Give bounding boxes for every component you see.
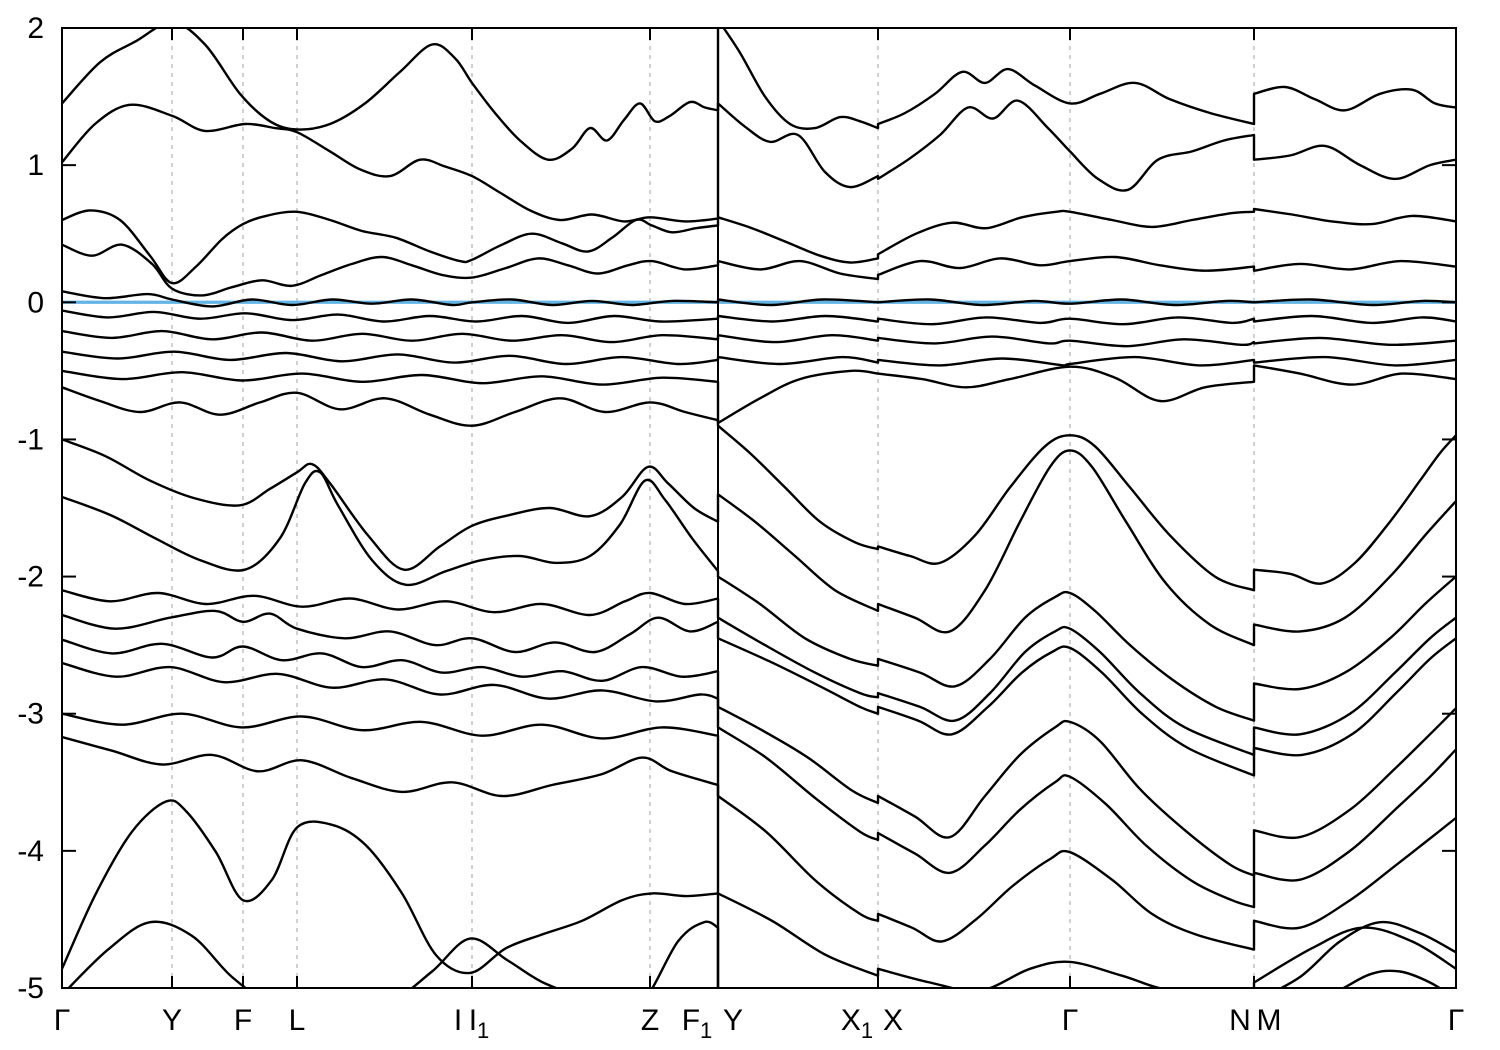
y-axis-tick-label: -5 bbox=[17, 972, 44, 1005]
band-curve bbox=[62, 712, 1456, 951]
y-axis-tick-label: -2 bbox=[17, 561, 44, 594]
kpoint-label: Γ bbox=[1062, 1004, 1079, 1037]
plot-border bbox=[61, 27, 1457, 989]
kpoint-label-subscript: 1 bbox=[700, 1018, 712, 1043]
band-curve bbox=[62, 386, 1456, 592]
band-curve bbox=[62, 735, 1456, 988]
kpoint-label: I bbox=[454, 1004, 462, 1037]
y-axis-tick-label: 1 bbox=[27, 149, 44, 182]
y-axis-tick-label: -1 bbox=[17, 423, 44, 456]
band-curve bbox=[62, 661, 1456, 909]
kpoint-label: X bbox=[883, 1004, 903, 1037]
kpoint-label: N bbox=[1229, 1004, 1251, 1037]
band-curve bbox=[62, 609, 1456, 777]
band-curve bbox=[62, 309, 1456, 326]
band-curve bbox=[62, 207, 1456, 285]
kpoint-label: F bbox=[234, 1004, 252, 1037]
kpoint-label-subscript: 1 bbox=[477, 1018, 489, 1043]
kpoint-label: Z bbox=[641, 1004, 659, 1037]
bands-group bbox=[62, 28, 1456, 988]
band-curve bbox=[62, 290, 1456, 308]
kpoint-label: Γ bbox=[54, 1004, 71, 1037]
y-axis-tick-label: 2 bbox=[27, 12, 44, 45]
kpoint-label: F1 bbox=[682, 1004, 713, 1043]
band-curve bbox=[67, 920, 1442, 988]
kpoint-label: Y bbox=[723, 1004, 743, 1037]
kpoint-label: L bbox=[289, 1004, 306, 1037]
band-curve bbox=[62, 589, 1456, 757]
kpoint-label: X1 bbox=[841, 1004, 873, 1043]
band-curve bbox=[62, 28, 1456, 162]
kpoint-label: Y bbox=[162, 1004, 182, 1037]
band-curve bbox=[62, 243, 1456, 297]
kpoint-label: Γ bbox=[1448, 1004, 1465, 1037]
kpoint-label: I1 bbox=[469, 1004, 490, 1043]
band-curve bbox=[62, 799, 1456, 988]
band-curve bbox=[62, 469, 1456, 722]
band-curve bbox=[62, 329, 1456, 348]
kpoint-label-subscript: 1 bbox=[861, 1018, 873, 1043]
y-axis-tick-label: -4 bbox=[17, 835, 44, 868]
y-axis-tick-label: 0 bbox=[27, 286, 44, 319]
kpoint-label: M bbox=[1257, 1004, 1282, 1037]
band-curve bbox=[62, 438, 1456, 647]
band-curve bbox=[62, 350, 1456, 367]
band-curve bbox=[62, 99, 1456, 223]
band-curve bbox=[62, 638, 1456, 877]
band-curve bbox=[62, 364, 1456, 425]
y-axis-tick-label: -3 bbox=[17, 698, 44, 731]
